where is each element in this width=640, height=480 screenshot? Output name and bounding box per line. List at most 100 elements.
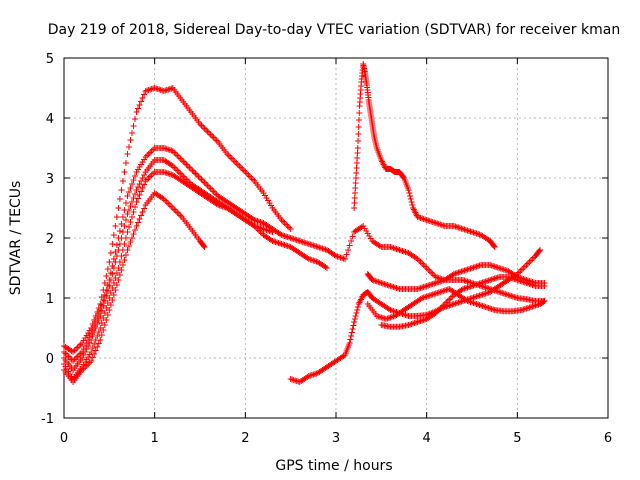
data-point [183,161,190,168]
data-point [109,271,116,277]
data-point [169,205,176,211]
data-point [110,280,117,286]
data-point [425,266,432,273]
data-point [76,343,83,349]
data-point [100,303,107,309]
data-point [70,358,77,364]
data-point [174,152,181,159]
data-point [174,209,181,216]
data-point [204,182,211,189]
data-point [351,316,358,322]
data-point [86,359,93,366]
data-point [86,334,93,340]
data-point [355,117,362,123]
data-point [207,131,214,138]
data-point [89,354,96,361]
data-point [169,148,176,154]
data-point [197,175,203,181]
data-point [104,288,111,294]
data-point [144,152,151,159]
data-point [150,170,157,177]
data-point [83,362,90,369]
data-point [184,163,191,169]
data-point [112,275,119,281]
data-point [71,347,78,354]
data-point [346,242,353,249]
data-point [231,158,238,165]
data-point [136,216,143,222]
data-point [201,179,208,186]
data-point [178,157,185,163]
data-point [166,202,173,208]
data-point [354,307,361,313]
data-point [524,260,531,267]
x-tick-label: 1 [151,431,159,446]
data-point [177,170,184,177]
data-point [139,185,146,191]
data-point [124,211,131,217]
data-point [407,196,414,202]
data-point [148,172,155,178]
data-point [100,315,107,321]
data-point [101,322,108,328]
data-point [178,172,185,178]
data-point [342,256,349,262]
data-point [541,283,548,289]
data-point [127,239,134,245]
data-point [518,266,525,273]
data-point [348,329,355,336]
y-tick-label: 5 [46,52,54,67]
y-tick-label: 4 [46,112,54,127]
data-point [446,296,453,303]
data-point [118,221,125,227]
data-point [175,211,182,217]
data-point [112,223,119,229]
data-point [207,185,214,192]
data-point [210,134,217,141]
data-point [104,300,111,306]
data-point [127,137,134,143]
data-point [286,224,293,231]
data-point [234,161,241,168]
data-point [121,257,128,263]
data-point [129,235,135,241]
data-point [177,212,184,219]
data-point [527,257,534,264]
data-point [422,263,429,270]
data-point [144,176,151,183]
data-point [520,265,527,271]
data-point [491,244,498,250]
data-point [193,172,200,178]
data-point [242,169,249,175]
data-point [121,169,128,175]
data-point [529,256,536,262]
data-point [110,292,117,298]
data-point [112,287,119,293]
y-tick-label: 1 [46,292,54,307]
data-point [408,199,415,205]
data-point [125,207,132,213]
data-point [243,170,250,177]
data-point [94,344,101,350]
data-point [141,181,148,188]
data-point [138,98,145,105]
data-point [97,313,104,319]
data-point [103,293,110,299]
data-point [355,124,362,130]
data-point [124,151,131,157]
data-point [115,205,122,211]
data-point [122,160,129,166]
series-trace-j [364,286,548,322]
data-point [97,337,104,343]
data-point [536,248,543,254]
data-point [172,208,179,214]
data-point [419,260,426,267]
data-point [171,206,178,213]
data-point [281,220,288,226]
y-tick-label: 2 [46,232,54,247]
data-point [107,290,114,296]
data-point [98,302,105,308]
data-point [343,251,350,258]
data-point [101,280,108,286]
data-point [420,262,427,268]
